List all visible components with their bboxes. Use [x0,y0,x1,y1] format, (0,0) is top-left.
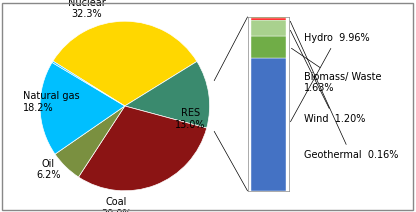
Wedge shape [52,61,125,106]
Text: Natural gas
18.2%: Natural gas 18.2% [23,91,80,113]
Wedge shape [53,21,197,106]
Wedge shape [55,106,125,177]
Wedge shape [79,106,207,191]
Wedge shape [125,61,210,128]
Text: Coal
30.0%: Coal 30.0% [101,197,131,212]
Text: Wind  1.20%: Wind 1.20% [290,30,365,124]
Text: Geothermal  0.16%: Geothermal 0.16% [290,21,398,160]
Bar [250,17,286,18]
Text: Biomass/ Waste
1.63%: Biomass/ Waste 1.63% [292,48,381,93]
Text: Oil
6.2%: Oil 6.2% [36,159,61,180]
Text: Nuclear
32.3%: Nuclear 32.3% [68,0,106,19]
Wedge shape [40,62,125,154]
Bar [250,36,286,58]
Bar [250,18,286,20]
Text: Hydro  9.96%: Hydro 9.96% [290,33,369,122]
Bar [250,20,286,36]
Bar [250,58,286,191]
Text: RES
13.0%: RES 13.0% [175,108,206,130]
